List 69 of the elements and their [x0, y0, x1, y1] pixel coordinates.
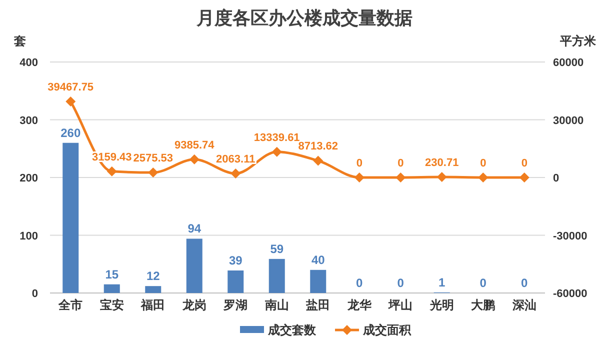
data-label: 8713.62 — [298, 140, 338, 153]
legend-label: 成交套数 — [267, 323, 317, 337]
point — [436, 172, 447, 182]
data-label: 0 — [397, 276, 404, 290]
point — [272, 146, 282, 157]
point — [106, 166, 117, 176]
point — [230, 168, 241, 179]
data-label: 94 — [188, 222, 202, 236]
y2-tick-label: -30000 — [553, 230, 588, 242]
x-tick-label: 深汕 — [511, 298, 536, 312]
x-tick-label: 全市 — [58, 298, 83, 312]
y-tick-label: 400 — [20, 57, 38, 69]
data-label: 0 — [480, 158, 486, 170]
data-label: 0 — [521, 276, 528, 290]
data-label: 0 — [356, 276, 364, 290]
data-label: 230.71 — [425, 157, 459, 170]
point — [189, 154, 200, 164]
x-tick-label: 龙岗 — [181, 298, 206, 312]
y2-axis-title: 平方米 — [559, 34, 597, 48]
point — [148, 168, 158, 178]
data-label: 2575.53 — [133, 152, 174, 165]
point — [354, 172, 364, 182]
data-label: 12 — [146, 269, 160, 284]
x-tick-label: 坪山 — [388, 298, 413, 312]
data-label: 0 — [521, 158, 528, 170]
legend-label: 成交面积 — [362, 323, 412, 337]
point — [396, 172, 406, 182]
point — [478, 172, 488, 182]
y-tick-label: 100 — [20, 230, 38, 242]
y-tick-label: 0 — [32, 288, 38, 300]
data-label: 1 — [438, 275, 446, 290]
data-label: 0 — [480, 276, 487, 290]
y-tick-label: 200 — [20, 172, 38, 184]
y2-tick-label: 30000 — [553, 114, 584, 127]
point — [66, 96, 76, 107]
chart-title: 月度各区办公楼成交量数据 — [196, 8, 412, 29]
data-label: 39467.75 — [48, 82, 94, 94]
y-axis-title: 套 — [13, 34, 26, 48]
y-tick-label: 300 — [20, 114, 38, 127]
data-label: 9385.74 — [174, 139, 216, 152]
bar — [186, 238, 202, 293]
data-label: 0 — [398, 158, 404, 170]
bar — [310, 270, 326, 293]
data-label: 59 — [270, 242, 284, 256]
y2-tick-label: -60000 — [553, 288, 588, 300]
bar — [62, 142, 79, 293]
bar — [228, 270, 244, 293]
data-label: 2063.11 — [216, 154, 256, 166]
data-label: 260 — [60, 126, 81, 140]
data-label: 0 — [356, 158, 362, 170]
point — [313, 156, 324, 166]
x-tick-label: 罗湖 — [222, 298, 248, 312]
x-tick-label: 宝安 — [100, 298, 124, 312]
x-tick-label: 大鹏 — [471, 298, 496, 312]
x-tick-label: 福田 — [140, 298, 166, 312]
x-tick-label: 盐田 — [305, 298, 330, 312]
x-tick-label: 光明 — [428, 298, 454, 312]
data-label: 39 — [228, 253, 243, 268]
bar — [145, 286, 162, 293]
data-label: 40 — [311, 252, 326, 267]
x-tick-label: 南山 — [264, 298, 289, 312]
x-tick-label: 龙华 — [346, 298, 372, 312]
y2-tick-label: 0 — [553, 172, 560, 184]
point — [519, 172, 530, 182]
data-label: 13339.61 — [254, 132, 300, 144]
bar — [104, 284, 120, 293]
y2-tick-label: 60000 — [553, 57, 584, 69]
data-label: 15 — [105, 267, 119, 282]
bar — [268, 258, 285, 293]
